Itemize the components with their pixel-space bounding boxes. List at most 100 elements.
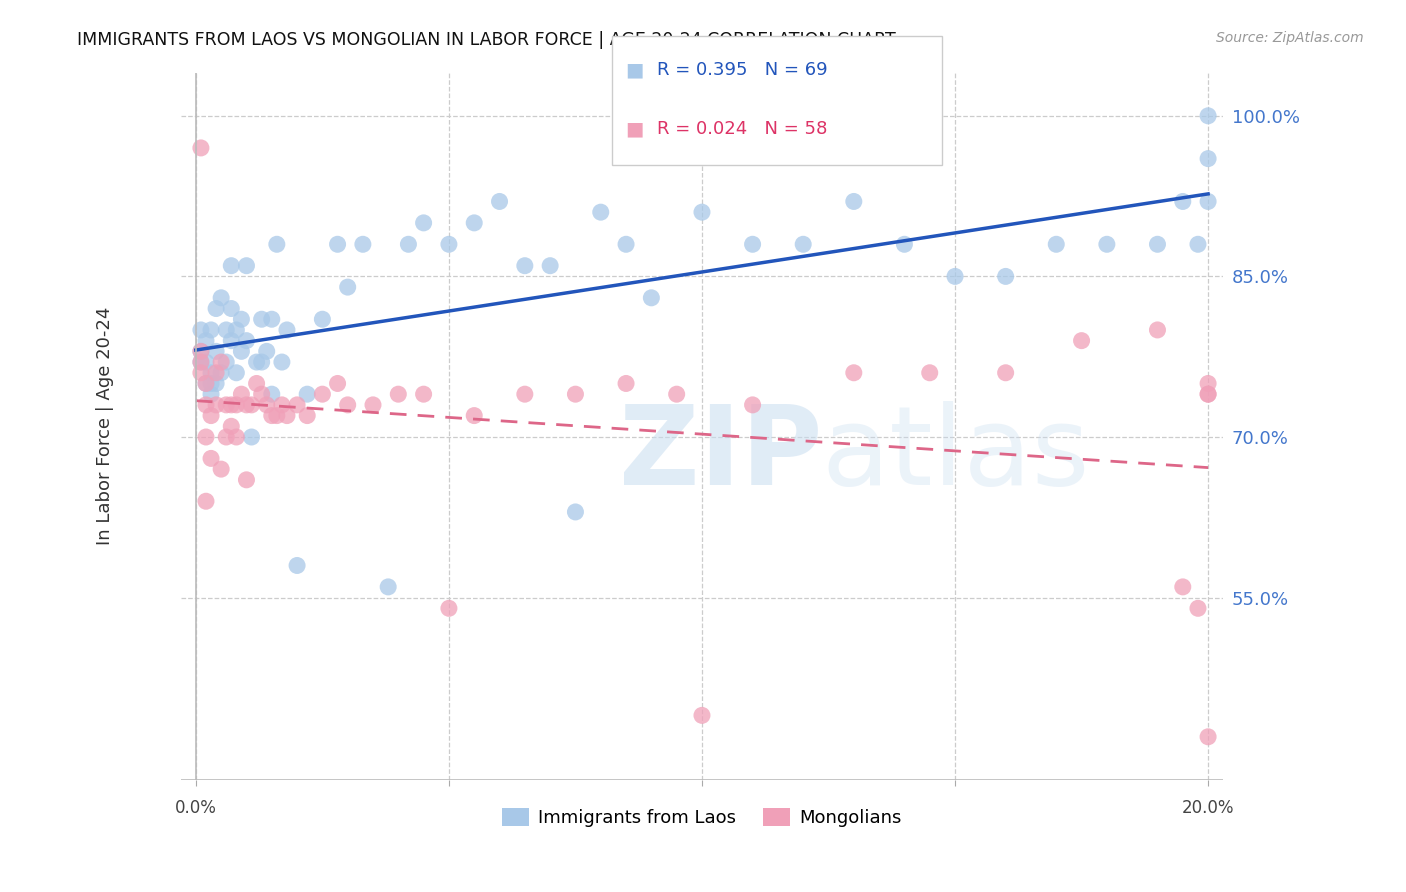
Point [311,387,333,401]
Point [190,366,212,380]
Point [195,398,218,412]
Point [219,301,242,316]
Point [285,558,308,573]
Point [225,323,247,337]
Point [235,259,257,273]
Point [1146,237,1168,252]
Point [195,334,218,348]
Point [640,291,662,305]
Point [336,398,359,412]
Point [741,237,763,252]
Point [245,376,267,391]
Point [225,430,247,444]
Point [437,237,460,252]
Point [219,259,242,273]
Point [209,462,232,476]
Point [256,398,278,412]
Point [270,398,292,412]
Point [209,355,232,369]
Text: atlas: atlas [823,401,1091,508]
Point [205,376,228,391]
Point [1197,109,1219,123]
Text: R = 0.024   N = 58: R = 0.024 N = 58 [657,120,827,138]
Point [231,387,253,401]
Point [1197,194,1219,209]
Point [326,237,349,252]
Point [741,398,763,412]
Point [842,194,865,209]
Point [190,323,212,337]
Point [285,398,308,412]
Point [205,301,228,316]
Point [245,355,267,369]
Point [1045,237,1067,252]
Point [231,312,253,326]
Point [994,366,1017,380]
Point [235,334,257,348]
Point [250,312,273,326]
Point [225,398,247,412]
Point [311,312,333,326]
Point [1197,730,1219,744]
Point [1070,334,1092,348]
Point [195,355,218,369]
Point [231,344,253,359]
Point [377,580,399,594]
Point [205,344,228,359]
Text: IMMIGRANTS FROM LAOS VS MONGOLIAN IN LABOR FORCE | AGE 20-24 CORRELATION CHART: IMMIGRANTS FROM LAOS VS MONGOLIAN IN LAB… [77,31,896,49]
Point [1197,376,1219,391]
Point [195,430,218,444]
Point [1197,387,1219,401]
Point [994,269,1017,284]
Point [276,409,298,423]
Point [1095,237,1118,252]
Point [266,409,288,423]
Point [538,259,561,273]
Point [792,237,814,252]
Point [225,366,247,380]
Point [250,387,273,401]
Point [266,237,288,252]
Point [205,398,228,412]
Point [190,344,212,359]
Point [564,505,586,519]
Point [200,323,222,337]
Point [240,398,263,412]
Point [195,376,218,391]
Point [690,205,713,219]
Point [463,409,485,423]
Point [205,366,228,380]
Point [918,366,941,380]
Point [1187,237,1209,252]
Point [200,409,222,423]
Point [488,194,510,209]
Point [200,387,222,401]
Point [219,398,242,412]
Point [665,387,688,401]
Point [295,387,318,401]
Point [893,237,915,252]
Point [276,323,298,337]
Point [1146,323,1168,337]
Text: ■: ■ [626,60,644,79]
Point [235,473,257,487]
Point [215,323,238,337]
Point [295,409,318,423]
Point [564,387,586,401]
Text: 20.0%: 20.0% [1182,799,1234,817]
Point [412,387,434,401]
Point [1197,387,1219,401]
Point [195,376,218,391]
Point [1171,194,1194,209]
Point [396,237,419,252]
Point [1187,601,1209,615]
Point [1171,580,1194,594]
Point [614,376,637,391]
Point [412,216,434,230]
Point [463,216,485,230]
Legend: Immigrants from Laos, Mongolians: Immigrants from Laos, Mongolians [495,800,910,834]
Point [513,387,536,401]
Point [250,355,273,369]
Point [614,237,637,252]
Point [260,387,283,401]
